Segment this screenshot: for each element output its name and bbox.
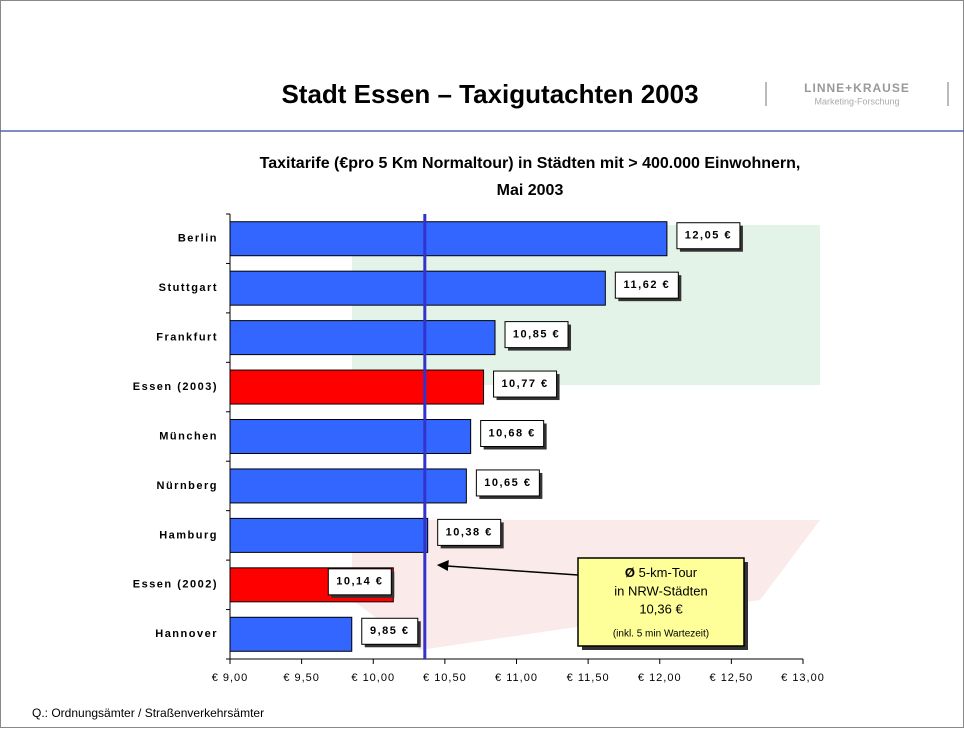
chart-title: Taxitarife (€pro 5 Km Normaltour) in Stä… — [260, 155, 801, 172]
bar — [230, 321, 495, 355]
value-label: 10,77 € — [501, 378, 548, 390]
x-tick-label: € 12,00 — [638, 672, 682, 684]
value-label: 10,65 € — [484, 477, 531, 489]
y-tick-label: Berlin — [178, 233, 218, 245]
x-tick-label: € 11,50 — [567, 672, 610, 684]
x-tick-label: € 12,50 — [710, 672, 754, 684]
y-tick-label: Essen (2002) — [133, 579, 218, 591]
bar — [230, 271, 605, 305]
logo-name: LINNE+KRAUSE — [804, 81, 910, 95]
x-tick-label: € 9,50 — [283, 672, 320, 684]
value-label: 12,05 € — [685, 230, 732, 242]
annotation-line: 5-km-Tour — [639, 565, 698, 580]
slide-title: Stadt Essen – Taxigutachten 2003 — [281, 79, 698, 109]
annotation-text: Ø 5-km-Tour — [625, 565, 698, 580]
y-tick-label: Frankfurt — [156, 332, 218, 344]
y-tick-label: Stuttgart — [159, 282, 218, 294]
source-note: Q.: Ordnungsämter / Straßenverkehrsämter — [32, 706, 264, 720]
value-label: 10,38 € — [446, 526, 493, 538]
value-label: 9,85 € — [370, 625, 410, 637]
value-label: 10,68 € — [489, 427, 536, 439]
chart-title: Mai 2003 — [497, 182, 564, 199]
annotation-line: 10,36 € — [639, 601, 683, 616]
bar — [230, 518, 428, 552]
x-tick-label: € 10,00 — [351, 672, 395, 684]
y-tick-label: Nürnberg — [157, 480, 219, 492]
annotation-note: (inkl. 5 min Wartezeit) — [613, 629, 709, 640]
x-tick-label: € 13,00 — [781, 672, 825, 684]
y-tick-label: München — [159, 430, 218, 442]
slide: Stadt Essen – Taxigutachten 2003 LINNE+K… — [0, 0, 964, 728]
bar — [230, 222, 667, 256]
y-tick-label: Essen (2003) — [133, 381, 218, 393]
x-tick-label: € 9,00 — [212, 672, 249, 684]
x-tick-label: € 11,00 — [495, 672, 538, 684]
bar — [230, 420, 471, 454]
value-label: 10,85 € — [513, 329, 560, 341]
bar — [230, 469, 466, 503]
bar — [230, 617, 352, 651]
annotation-line: in NRW-Städten — [614, 583, 707, 598]
logo-subtitle: Marketing-Forschung — [814, 96, 899, 106]
value-label: 11,62 € — [624, 279, 671, 291]
annotation-symbol: Ø — [625, 565, 635, 580]
value-label: 10,14 € — [336, 576, 383, 588]
x-tick-label: € 10,50 — [423, 672, 467, 684]
y-tick-label: Hannover — [155, 628, 218, 640]
bar — [230, 370, 484, 404]
y-tick-label: Hamburg — [159, 529, 218, 541]
